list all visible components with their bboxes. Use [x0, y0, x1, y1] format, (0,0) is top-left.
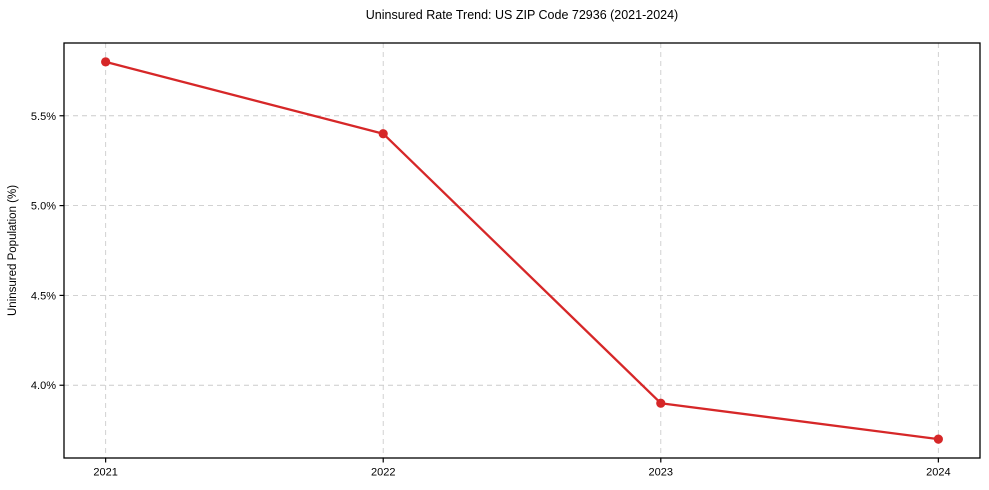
chart-title: Uninsured Rate Trend: US ZIP Code 72936 …: [365, 8, 679, 22]
x-tick-label: 2023: [649, 467, 673, 479]
data-point: [378, 129, 388, 139]
axes-frame: [63, 42, 981, 459]
y-tick-label: 5.5%: [31, 111, 56, 123]
x-tick-label: 2022: [371, 467, 395, 479]
data-point: [656, 398, 666, 408]
trend-line: [104, 60, 940, 441]
y-tick-label: 4.5%: [31, 290, 56, 302]
data-point: [101, 57, 111, 67]
x-tick-label: 2024: [926, 467, 950, 479]
y-tick-label: 5.0%: [31, 201, 56, 213]
x-tick-label: 2021: [93, 467, 117, 479]
data-point: [933, 434, 943, 444]
y-tick-label: 4.0%: [31, 380, 56, 392]
